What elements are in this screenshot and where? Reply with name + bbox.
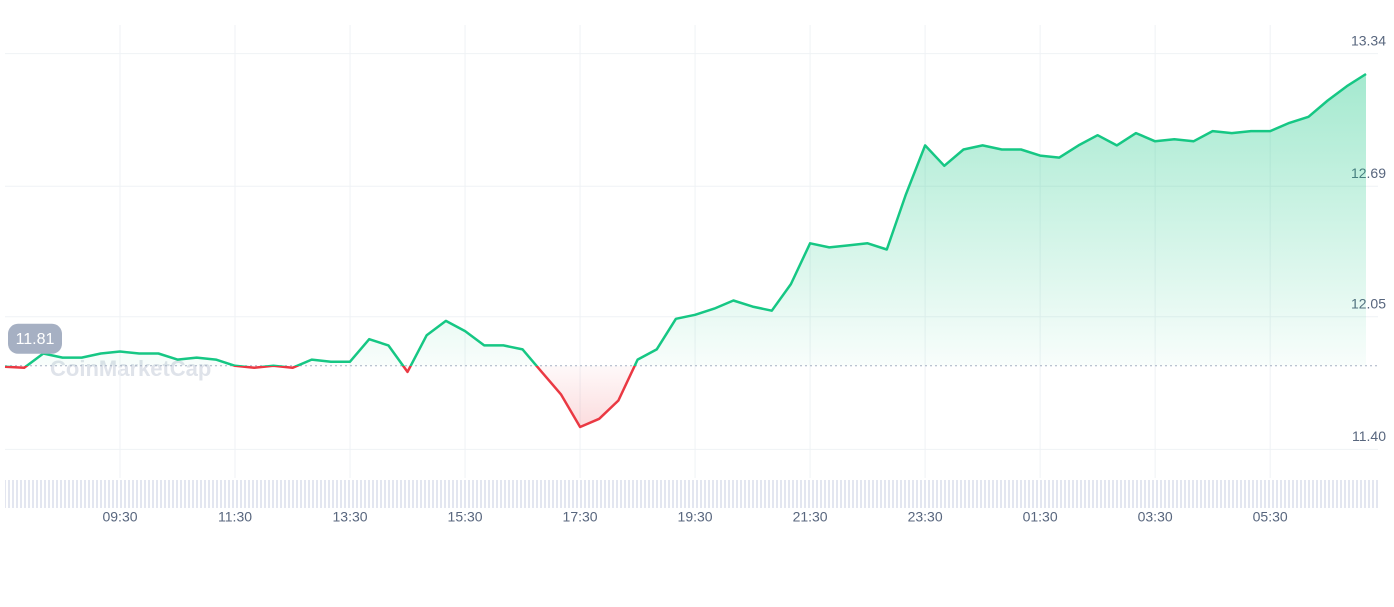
x-tick-label: 17:30 bbox=[563, 509, 598, 525]
x-tick-label: 21:30 bbox=[793, 509, 828, 525]
x-tick-label: 11:30 bbox=[218, 509, 252, 525]
y-tick-label: 11.40 bbox=[1352, 428, 1386, 444]
x-tick-label: 05:30 bbox=[1253, 509, 1288, 525]
y-tick-label: 13.34 bbox=[1351, 32, 1386, 48]
volume-band bbox=[5, 480, 1378, 508]
x-tick-label: 01:30 bbox=[1023, 509, 1058, 525]
x-tick-label: 03:30 bbox=[1138, 509, 1173, 525]
x-tick-label: 19:30 bbox=[678, 509, 713, 525]
x-tick-label: 15:30 bbox=[448, 509, 483, 525]
baseline-label: 11.81 bbox=[16, 331, 55, 348]
area bbox=[5, 74, 1366, 427]
baseline-badge bbox=[8, 323, 62, 354]
x-tick-label: 13:30 bbox=[333, 509, 368, 525]
x-tick-label: 09:30 bbox=[102, 509, 137, 525]
x-tick-label: 23:30 bbox=[908, 509, 943, 525]
price-line bbox=[4, 72, 1367, 429]
